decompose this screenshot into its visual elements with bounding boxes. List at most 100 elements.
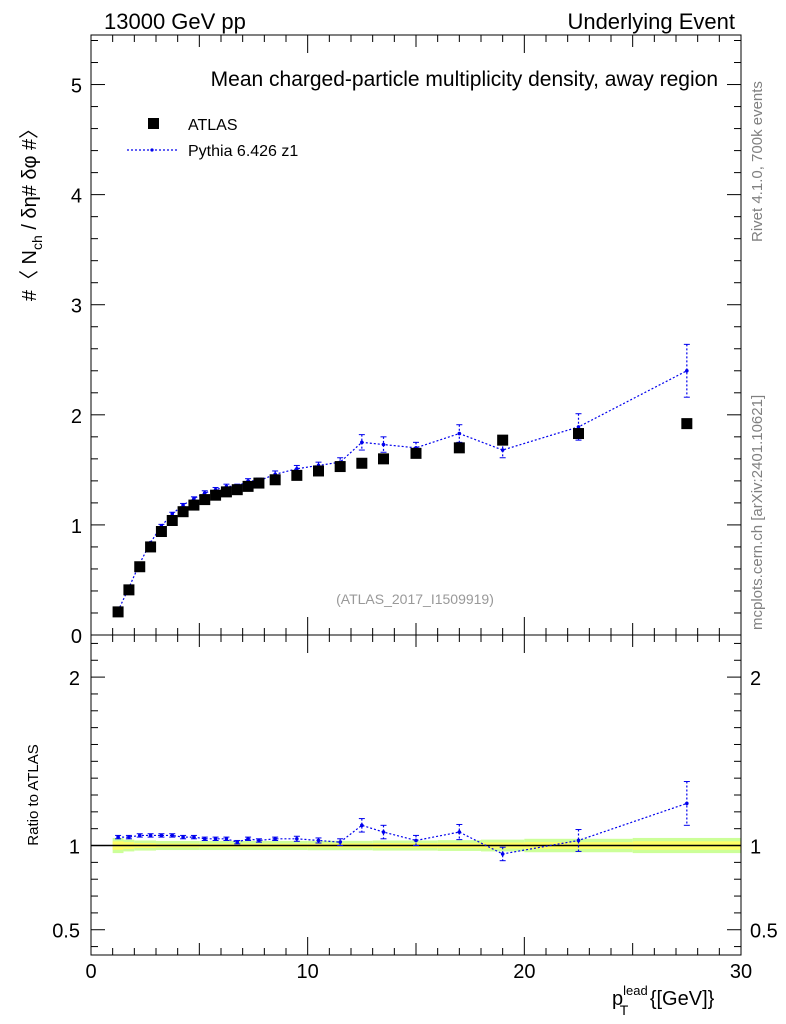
- pythia-point: [576, 425, 581, 429]
- ratio-pythia-point: [576, 838, 581, 843]
- ratio-pythia-point: [192, 835, 196, 839]
- main-y-tick-label: 4: [71, 186, 82, 208]
- main-panel: 0 1 2 3 4 5 Mean charged-particle multiplicit…: [19, 34, 742, 648]
- main-y-tick-label: 2: [71, 406, 82, 428]
- pythia-point: [170, 512, 175, 516]
- ratio-pythia-point: [137, 833, 142, 838]
- ratio-panel: 0.5 1 2 0.5 1 2 0 10 20 30 Ratio to ATLAS plead…: [25, 634, 778, 1018]
- main-y-tick-label: 5: [71, 76, 82, 98]
- x-tick-label: 20: [513, 961, 535, 983]
- ratio-y-tick-label-right: 2: [750, 668, 761, 690]
- ratio-y-tick-label-right: 0.5: [750, 921, 778, 943]
- ratio-pythia-point: [246, 836, 250, 841]
- ratio-y-tick-labels: 0.5 1 2: [52, 668, 80, 943]
- ratio-y-axis-label: Ratio to ATLAS: [25, 744, 42, 845]
- atlas-point: [231, 484, 243, 496]
- x-tick-label: 10: [297, 961, 319, 983]
- ratio-pythia-point: [457, 830, 462, 834]
- ratio-plot-frame: [90, 634, 742, 956]
- header-energy-label: 13000 GeV pp: [104, 9, 246, 34]
- legend-pythia-marker: [150, 148, 154, 152]
- plot-title: Mean charged-particle multiplicity densi…: [211, 68, 718, 91]
- pythia-point: [192, 496, 196, 501]
- atlas-point: [497, 434, 509, 446]
- ratio-pythia-point: [257, 838, 261, 843]
- pythia-point: [202, 491, 207, 495]
- legend-atlas-label: ATLAS: [188, 117, 238, 134]
- ratio-pythia-point: [414, 838, 418, 843]
- atlas-series: [112, 418, 693, 618]
- atlas-point: [269, 474, 281, 486]
- legend: ATLAS Pythia 6.426 z1: [127, 117, 298, 160]
- ratio-y-tick-label: 0.5: [52, 921, 80, 943]
- atlas-point: [210, 489, 222, 501]
- atlas-point: [166, 515, 178, 527]
- pythia-point: [360, 440, 364, 445]
- ratio-y-tick-labels-right: 0.5 1 2: [750, 668, 778, 943]
- atlas-point: [112, 606, 124, 618]
- ratio-y-tick-label: 2: [69, 668, 80, 690]
- pythia-point: [685, 368, 689, 373]
- rivet-version-label: Rivet 4.1.0, 700k events: [749, 81, 766, 242]
- ratio-pythia-point: [500, 852, 505, 856]
- mcplots-reference-label: mcplots.cern.ch [arXiv:2401.10621]: [749, 395, 766, 630]
- ratio-pythia-point: [127, 835, 131, 839]
- pythia-series: [116, 343, 690, 613]
- ratio-pythia-point: [295, 836, 299, 841]
- x-axis-label: plead T {[GeV]}: [612, 983, 715, 1018]
- pythia-point: [381, 442, 386, 447]
- ratio-axis-ticks: [90, 635, 742, 955]
- ratio-y-tick-label-right: 1: [750, 837, 761, 859]
- legend-atlas-marker: [148, 118, 159, 129]
- atlas-point: [291, 469, 303, 481]
- ratio-pythia-point: [273, 836, 277, 841]
- ratio-pythia-point: [685, 801, 689, 806]
- atlas-point: [145, 541, 157, 553]
- ratio-pythia-point: [170, 833, 175, 838]
- atlas-point: [453, 442, 465, 454]
- ratio-pythia-point: [360, 823, 364, 828]
- ratio-pythia-point: [213, 836, 218, 841]
- atlas-point: [155, 526, 167, 538]
- ratio-pythia-series: [115, 781, 690, 862]
- ratio-pythia-point: [181, 835, 185, 839]
- atlas-point: [313, 465, 324, 477]
- header-process-label: Underlying Event: [567, 9, 735, 34]
- pythia-point: [500, 448, 505, 452]
- ratio-pythia-point: [338, 840, 342, 844]
- x-tick-label: 30: [730, 961, 752, 983]
- atlas-point: [681, 418, 693, 430]
- main-y-tick-label: 1: [71, 516, 82, 538]
- main-y-tick-label: 3: [71, 296, 82, 318]
- atlas-point: [220, 486, 232, 498]
- pythia-point: [457, 431, 462, 436]
- atlas-point: [378, 453, 389, 465]
- pythia-point: [295, 466, 299, 471]
- atlas-point: [123, 584, 135, 596]
- ratio-pythia-point: [202, 836, 207, 841]
- atlas-point: [134, 561, 146, 573]
- ratio-pythia-point: [159, 833, 164, 838]
- atlas-point: [242, 480, 254, 492]
- atlas-point: [334, 461, 346, 473]
- main-y-tick-label: 0: [71, 626, 82, 648]
- atlas-point: [356, 457, 368, 469]
- ratio-pythia-point: [235, 840, 240, 844]
- atlas-point: [573, 428, 584, 440]
- ratio-pythia-point: [316, 838, 321, 843]
- x-tick-labels: 0 10 20 30: [85, 961, 752, 983]
- main-axis-ticks: [90, 35, 742, 636]
- atlas-point: [253, 477, 265, 489]
- main-y-axis-label: #〈 Nch / δη# δφ #〉: [19, 119, 45, 301]
- analysis-label: (ATLAS_2017_I1509919): [336, 591, 494, 607]
- ratio-pythia-point: [148, 833, 153, 838]
- atlas-point: [410, 447, 422, 459]
- pythia-point: [181, 503, 185, 507]
- ratio-y-tick-label: 1: [69, 837, 80, 859]
- ratio-pythia-point: [116, 835, 120, 839]
- atlas-point: [199, 494, 211, 506]
- ratio-pythia-point: [224, 836, 229, 841]
- x-tick-label: 0: [85, 961, 96, 983]
- atlas-point: [188, 499, 200, 511]
